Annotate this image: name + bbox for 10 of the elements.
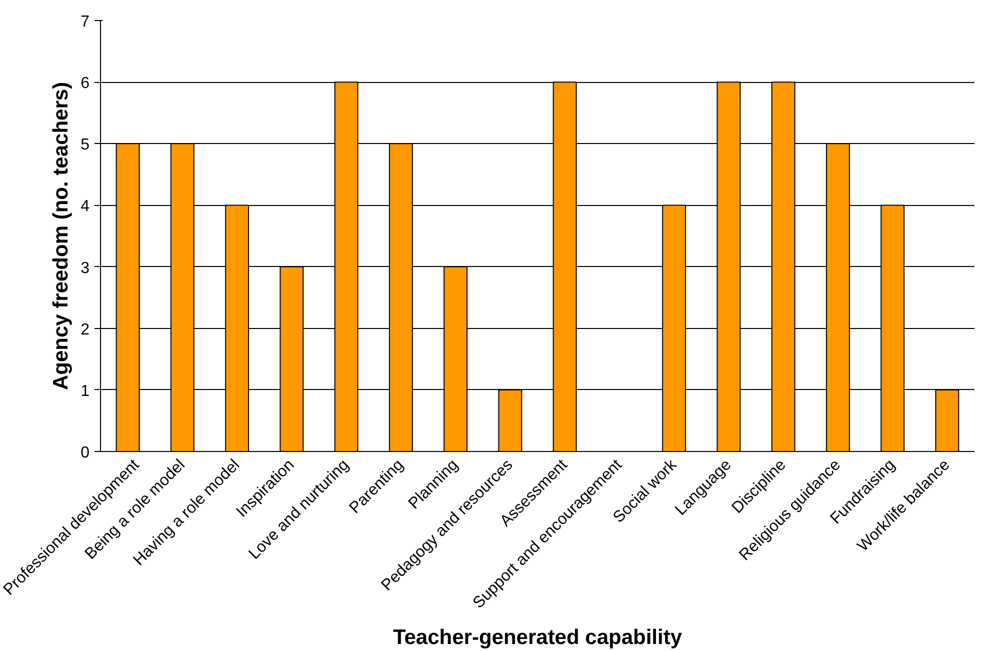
y-tick-label: 4 (80, 198, 90, 216)
y-tick-label: 1 (80, 382, 90, 400)
y-tick-label: 6 (80, 75, 90, 92)
y-tick-label: 0 (80, 444, 90, 462)
x-axis-title: Teacher-generated capability (392, 626, 682, 649)
y-tick-label: 7 (80, 14, 90, 30)
y-tick-label: 5 (80, 136, 90, 154)
y-tick-label: 3 (80, 260, 90, 277)
y-axis-title: Agency freedom (no. teachers) (50, 82, 73, 390)
y-tick-label: 2 (80, 321, 90, 338)
